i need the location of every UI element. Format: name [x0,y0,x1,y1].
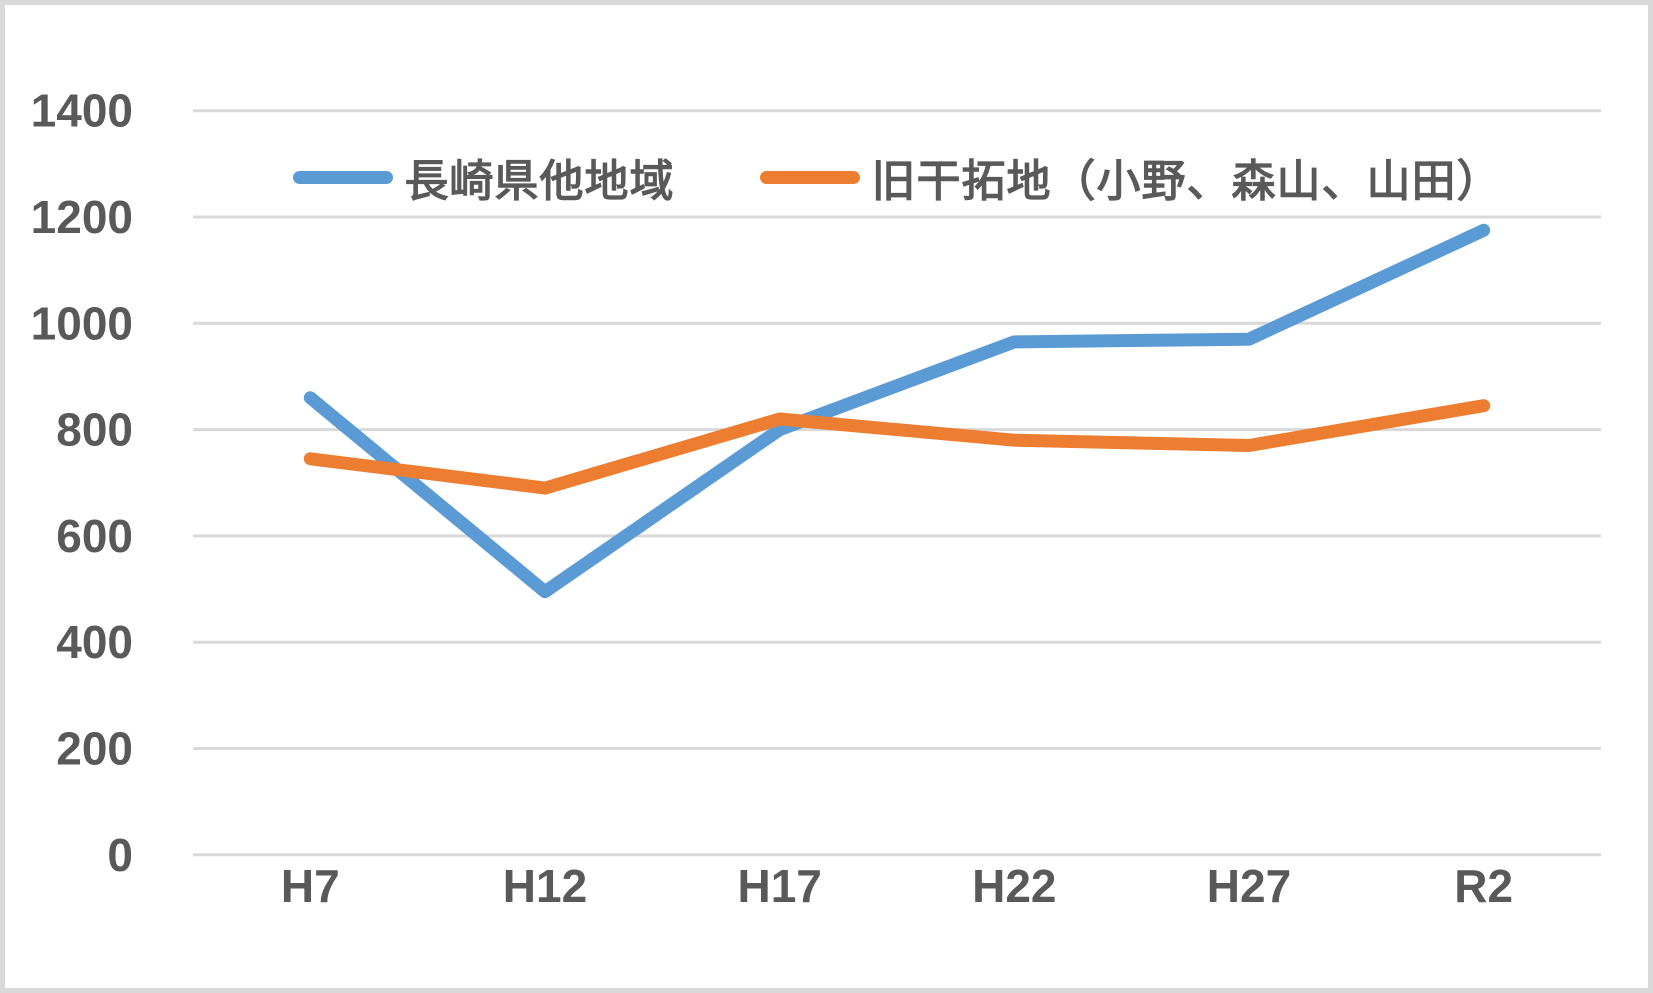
y-axis-tick-label-600: 600 [56,510,133,562]
legend-swatch-blue-line-icon [292,170,393,184]
x-axis-tick-label-H27: H27 [1207,860,1291,912]
y-axis-tick-label-0: 0 [107,829,133,881]
legend-label-former-reclaimed-land: 旧干拓地（小野、森山、山田） [871,157,1502,206]
y-axis-tick-label-1400: 1400 [31,85,133,137]
x-axis-tick-label-R2: R2 [1454,860,1513,912]
y-axis-tick-label-400: 400 [56,616,133,668]
legend-label-nagasaki-other-area: 長崎県他地域 [404,157,675,206]
legend-item-former-reclaimed-land[interactable]: 旧干拓地（小野、森山、山田） [759,145,1502,209]
y-axis-tick-label-200: 200 [56,723,133,775]
chart-legend: 長崎県他地域 旧干拓地（小野、森山、山田） [193,151,1601,206]
series-line-former-reclaimed-land[interactable] [303,399,1491,495]
y-axis-tick-label-1000: 1000 [31,297,133,349]
legend-swatch-orange-line-icon [759,170,860,184]
x-axis-tick-label-H7: H7 [281,860,340,912]
legend-item-nagasaki-other-area[interactable]: 長崎県他地域 [292,145,675,209]
x-axis-tick-label-H17: H17 [737,860,821,912]
y-axis-tick-label-1200: 1200 [31,191,133,243]
y-axis-tick-label-800: 800 [56,404,133,456]
series-line-nagasaki-other-area[interactable] [303,223,1491,599]
x-axis-tick-label-H22: H22 [972,860,1056,912]
line-chart: 0 200 400 600 800 1000 1200 1400 H7 H12 H17 H22 H27 R… [31,85,1601,912]
x-axis-tick-label-H12: H12 [503,860,587,912]
